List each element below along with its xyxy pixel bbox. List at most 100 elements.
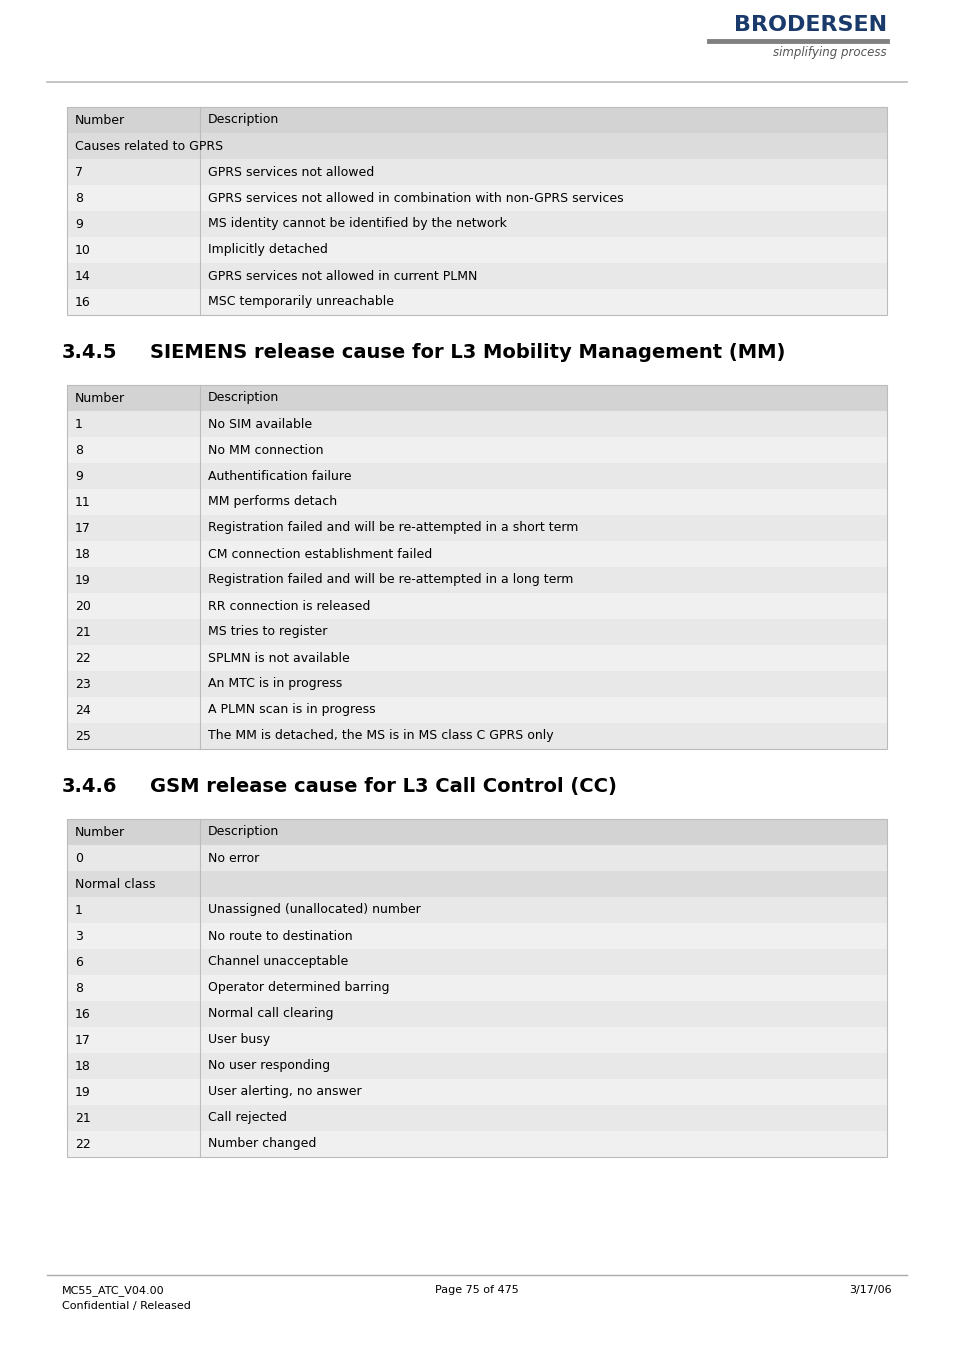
Bar (67, 1105, 886, 1131)
Text: No route to destination: No route to destination (208, 929, 353, 943)
Text: 23: 23 (75, 677, 91, 690)
Text: 24: 24 (75, 704, 91, 716)
Text: 3.4.6: 3.4.6 (62, 777, 117, 796)
Text: 17: 17 (75, 1034, 91, 1047)
Text: 0: 0 (75, 851, 83, 865)
Bar (67, 923, 886, 948)
Text: Number changed: Number changed (208, 1138, 316, 1151)
Text: 14: 14 (75, 269, 91, 282)
Text: Description: Description (208, 825, 279, 839)
Text: 20: 20 (75, 600, 91, 612)
Text: 8: 8 (75, 981, 83, 994)
Bar (67, 107, 886, 132)
Text: Number: Number (75, 392, 125, 404)
Bar (67, 463, 886, 489)
Bar (67, 819, 886, 844)
Bar (67, 289, 886, 315)
Text: GPRS services not allowed in combination with non-GPRS services: GPRS services not allowed in combination… (208, 192, 623, 204)
Text: GSM release cause for L3 Call Control (CC): GSM release cause for L3 Call Control (C… (150, 777, 617, 796)
Text: Causes related to GPRS: Causes related to GPRS (75, 139, 223, 153)
Text: 18: 18 (75, 547, 91, 561)
Text: SIEMENS release cause for L3 Mobility Management (MM): SIEMENS release cause for L3 Mobility Ma… (150, 343, 784, 362)
Text: No user responding: No user responding (208, 1059, 330, 1073)
Bar (67, 489, 886, 515)
Text: 6: 6 (75, 955, 83, 969)
Text: 9: 9 (75, 470, 83, 482)
Text: 9: 9 (75, 218, 83, 231)
Text: No MM connection: No MM connection (208, 443, 323, 457)
Text: 18: 18 (75, 1059, 91, 1073)
Text: 1: 1 (75, 904, 83, 916)
Bar (67, 1131, 886, 1156)
Text: MSC temporarily unreachable: MSC temporarily unreachable (208, 296, 394, 308)
Text: 21: 21 (75, 626, 91, 639)
Text: 16: 16 (75, 296, 91, 308)
Text: Number: Number (75, 113, 125, 127)
Text: GPRS services not allowed: GPRS services not allowed (208, 166, 374, 178)
Text: 3.4.5: 3.4.5 (62, 343, 117, 362)
Text: 3/17/06: 3/17/06 (848, 1285, 891, 1296)
Bar (67, 515, 886, 540)
Bar (67, 385, 886, 411)
Bar (67, 844, 886, 871)
Bar (67, 567, 886, 593)
Bar (67, 185, 886, 211)
Text: Call rejected: Call rejected (208, 1112, 287, 1124)
Text: MS tries to register: MS tries to register (208, 626, 327, 639)
Bar (67, 948, 886, 975)
Text: 8: 8 (75, 192, 83, 204)
Text: 3: 3 (75, 929, 83, 943)
Text: 25: 25 (75, 730, 91, 743)
Text: 7: 7 (75, 166, 83, 178)
Text: 16: 16 (75, 1008, 91, 1020)
Text: SPLMN is not available: SPLMN is not available (208, 651, 350, 665)
Text: No error: No error (208, 851, 259, 865)
Bar (67, 107, 886, 315)
Text: Normal class: Normal class (75, 878, 155, 890)
Text: Channel unacceptable: Channel unacceptable (208, 955, 348, 969)
Text: 11: 11 (75, 496, 91, 508)
Text: simplifying process: simplifying process (773, 46, 886, 59)
Text: User busy: User busy (208, 1034, 270, 1047)
Text: BRODERSEN: BRODERSEN (733, 15, 886, 35)
Text: Authentification failure: Authentification failure (208, 470, 351, 482)
Bar (67, 644, 886, 671)
Text: User alerting, no answer: User alerting, no answer (208, 1085, 361, 1098)
Text: 19: 19 (75, 574, 91, 586)
Text: 17: 17 (75, 521, 91, 535)
Bar (67, 1052, 886, 1079)
Text: An MTC is in progress: An MTC is in progress (208, 677, 342, 690)
Bar (67, 697, 886, 723)
Text: 22: 22 (75, 1138, 91, 1151)
Text: Normal call clearing: Normal call clearing (208, 1008, 334, 1020)
Bar (67, 263, 886, 289)
Bar (67, 540, 886, 567)
Text: Description: Description (208, 113, 279, 127)
Bar (67, 897, 886, 923)
Text: Implicitly detached: Implicitly detached (208, 243, 328, 257)
Text: MM performs detach: MM performs detach (208, 496, 336, 508)
Bar (67, 819, 886, 1156)
Text: 22: 22 (75, 651, 91, 665)
Bar (67, 975, 886, 1001)
Text: 21: 21 (75, 1112, 91, 1124)
Text: Page 75 of 475: Page 75 of 475 (435, 1285, 518, 1296)
Bar (67, 1079, 886, 1105)
Text: 1: 1 (75, 417, 83, 431)
Text: 8: 8 (75, 443, 83, 457)
Bar (67, 1027, 886, 1052)
Bar (67, 236, 886, 263)
Bar (67, 411, 886, 436)
Text: Registration failed and will be re-attempted in a short term: Registration failed and will be re-attem… (208, 521, 578, 535)
Text: RR connection is released: RR connection is released (208, 600, 370, 612)
Text: Confidential / Released: Confidential / Released (62, 1301, 191, 1310)
Bar (67, 671, 886, 697)
Text: A PLMN scan is in progress: A PLMN scan is in progress (208, 704, 375, 716)
Text: No SIM available: No SIM available (208, 417, 312, 431)
Bar (67, 211, 886, 236)
Bar (67, 871, 886, 897)
Text: Description: Description (208, 392, 279, 404)
Text: CM connection establishment failed: CM connection establishment failed (208, 547, 432, 561)
Text: Unassigned (unallocated) number: Unassigned (unallocated) number (208, 904, 420, 916)
Text: 10: 10 (75, 243, 91, 257)
